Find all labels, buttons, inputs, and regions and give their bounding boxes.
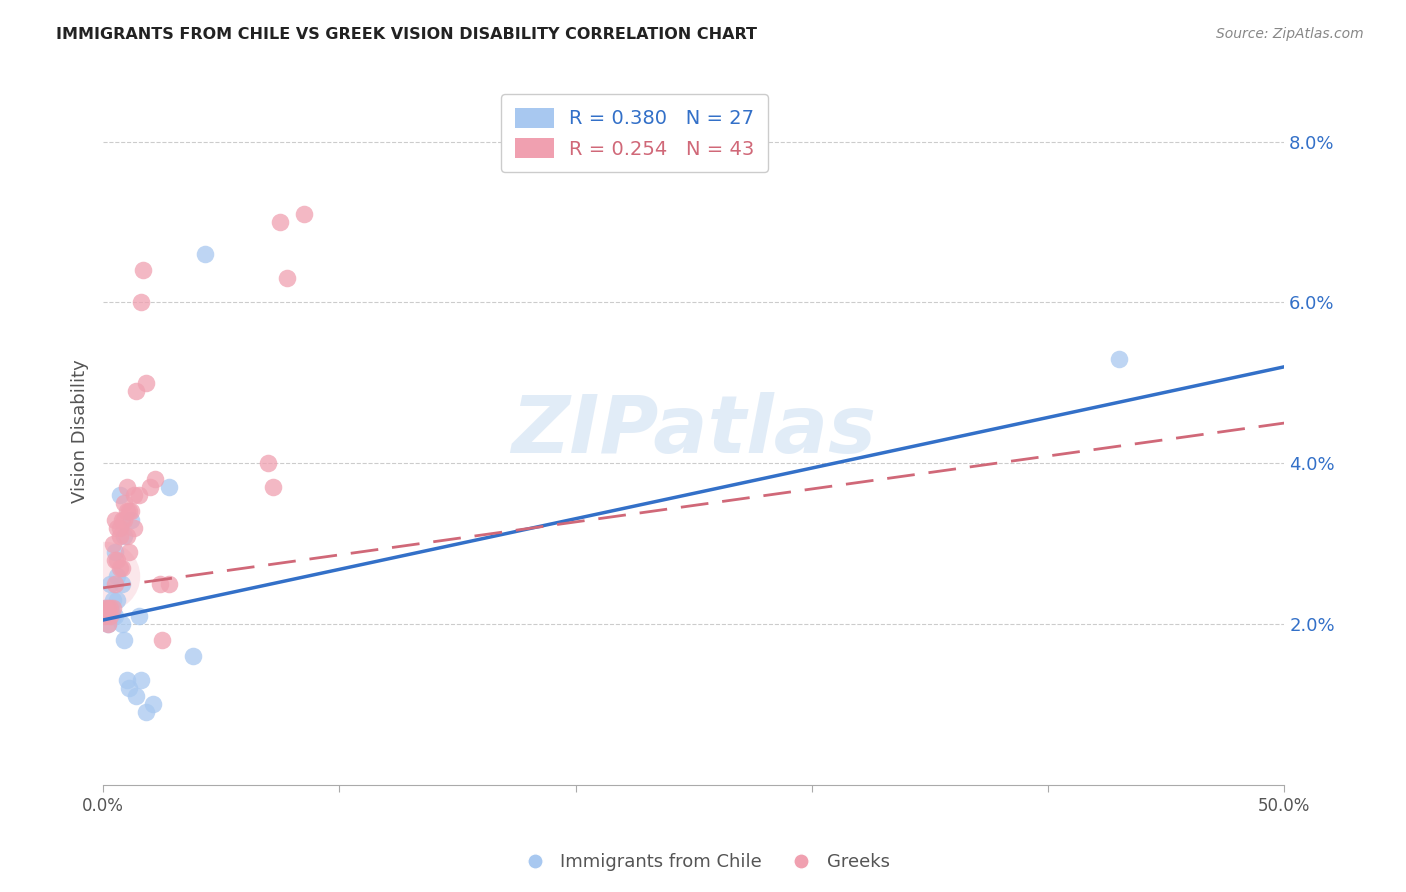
Text: Source: ZipAtlas.com: Source: ZipAtlas.com	[1216, 27, 1364, 41]
Point	[111, 576, 134, 591]
Point	[132, 263, 155, 277]
Point	[112, 633, 135, 648]
Point	[104, 512, 127, 526]
Point	[94, 601, 117, 615]
Point	[108, 488, 131, 502]
Point	[194, 247, 217, 261]
Point	[129, 673, 152, 688]
Point	[122, 488, 145, 502]
Point	[181, 649, 204, 664]
Point	[118, 544, 141, 558]
Point	[108, 520, 131, 534]
Point	[105, 520, 128, 534]
Point	[125, 384, 148, 398]
Point	[121, 512, 143, 526]
Point	[118, 681, 141, 696]
Point	[101, 536, 124, 550]
Point	[150, 633, 173, 648]
Point	[269, 215, 291, 229]
Point	[94, 568, 117, 582]
Point	[94, 601, 117, 615]
Point	[157, 480, 180, 494]
Point	[98, 601, 121, 615]
Point	[142, 698, 165, 712]
Point	[101, 601, 124, 615]
Point	[135, 376, 157, 390]
Point	[112, 512, 135, 526]
Point	[98, 601, 121, 615]
Point	[122, 520, 145, 534]
Point	[111, 512, 134, 526]
Text: IMMIGRANTS FROM CHILE VS GREEK VISION DISABILITY CORRELATION CHART: IMMIGRANTS FROM CHILE VS GREEK VISION DI…	[56, 27, 758, 42]
Point	[112, 496, 135, 510]
Point	[135, 706, 157, 720]
Text: ZIPatlas: ZIPatlas	[512, 392, 876, 470]
Point	[94, 609, 117, 624]
Point	[115, 673, 138, 688]
Point	[97, 601, 120, 615]
Point	[104, 576, 127, 591]
Point	[98, 609, 121, 624]
Point	[98, 576, 121, 591]
Legend: R = 0.380   N = 27, R = 0.254   N = 43: R = 0.380 N = 27, R = 0.254 N = 43	[501, 95, 768, 172]
Point	[128, 488, 150, 502]
Point	[118, 504, 141, 518]
Point	[139, 480, 162, 494]
Point	[101, 593, 124, 607]
Point	[276, 271, 298, 285]
Point	[262, 480, 284, 494]
Point	[121, 504, 143, 518]
Point	[101, 609, 124, 624]
Point	[104, 552, 127, 566]
Point	[1108, 351, 1130, 366]
Point	[157, 576, 180, 591]
Point	[105, 552, 128, 566]
Point	[115, 528, 138, 542]
Point	[97, 617, 120, 632]
Point	[108, 560, 131, 574]
Point	[104, 609, 127, 624]
Y-axis label: Vision Disability: Vision Disability	[72, 359, 89, 503]
Point	[129, 295, 152, 310]
Point	[112, 528, 135, 542]
Point	[111, 560, 134, 574]
Point	[111, 617, 134, 632]
Point	[149, 576, 172, 591]
Point	[97, 617, 120, 632]
Point	[105, 568, 128, 582]
Point	[292, 207, 315, 221]
Point	[115, 504, 138, 518]
Point	[115, 480, 138, 494]
Point	[104, 544, 127, 558]
Legend: Immigrants from Chile, Greeks: Immigrants from Chile, Greeks	[509, 847, 897, 879]
Point	[257, 456, 280, 470]
Point	[125, 690, 148, 704]
Point	[143, 472, 166, 486]
Point	[105, 593, 128, 607]
Point	[108, 528, 131, 542]
Point	[128, 609, 150, 624]
